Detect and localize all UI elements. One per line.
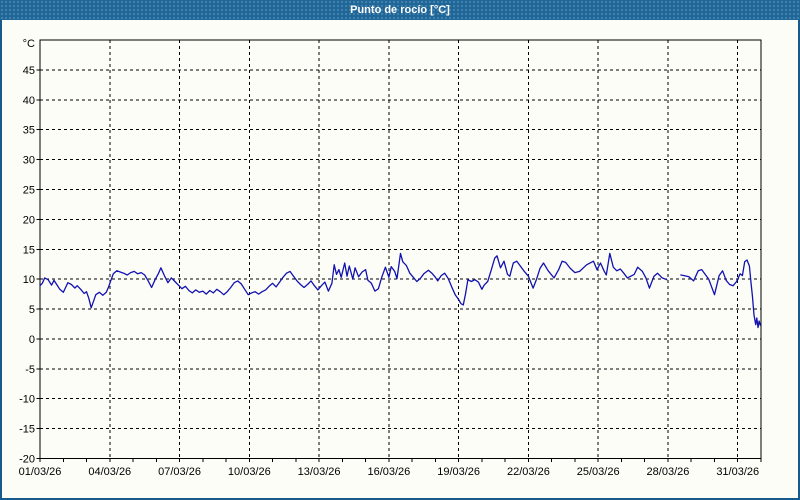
- x-tick-label: 13/03/26: [298, 466, 341, 478]
- y-tick-label: 20: [23, 214, 35, 226]
- dewpoint-series-line: [39, 252, 668, 309]
- y-tick-label: 5: [29, 304, 35, 316]
- y-tick-label: -15: [19, 424, 35, 436]
- y-tick-label: 10: [23, 274, 35, 286]
- x-tick-label: 31/03/26: [716, 466, 759, 478]
- y-tick-label: 45: [23, 65, 35, 77]
- y-tick-label: 15: [23, 244, 35, 256]
- x-tick-label: 22/03/26: [507, 466, 550, 478]
- y-tick-label: 25: [23, 184, 35, 196]
- x-tick-label: 19/03/26: [437, 466, 480, 478]
- y-tick-label: -10: [19, 394, 35, 406]
- x-tick-label: 16/03/26: [367, 466, 410, 478]
- x-tick-label: 28/03/26: [647, 466, 690, 478]
- dewpoint-series-line: [680, 259, 761, 329]
- x-tick-label: 10/03/26: [228, 466, 271, 478]
- y-tick-label: -5: [25, 364, 35, 376]
- y-tick-label: 0: [29, 334, 35, 346]
- x-tick-label: 07/03/26: [158, 466, 201, 478]
- y-tick-label: 30: [23, 155, 35, 167]
- x-tick-label: 25/03/26: [577, 466, 620, 478]
- y-tick-label: 35: [23, 125, 35, 137]
- x-tick-label: 04/03/26: [88, 466, 131, 478]
- y-tick-label: -20: [19, 454, 35, 466]
- y-tick-label: 40: [23, 95, 35, 107]
- chart-title: Punto de rocío [°C]: [350, 4, 450, 16]
- y-axis-unit-label: °C: [23, 38, 35, 50]
- chart-title-bar: Punto de rocío [°C]: [0, 0, 800, 20]
- x-tick-label: 01/03/26: [19, 466, 62, 478]
